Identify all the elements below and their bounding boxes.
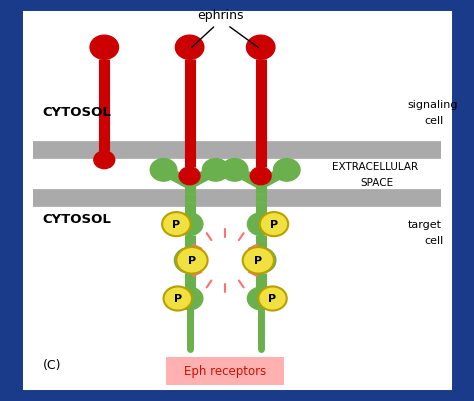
Circle shape (273, 159, 300, 182)
Text: (C): (C) (43, 358, 61, 371)
Text: CYTOSOL: CYTOSOL (43, 106, 111, 119)
Text: P: P (270, 220, 278, 229)
Circle shape (260, 213, 288, 237)
Text: target: target (408, 220, 442, 229)
Circle shape (94, 152, 115, 169)
Text: SPACE: SPACE (360, 177, 393, 187)
Text: signaling: signaling (408, 99, 458, 109)
Circle shape (246, 36, 275, 60)
Circle shape (221, 159, 248, 182)
Circle shape (247, 288, 274, 310)
Text: Eph receptors: Eph receptors (184, 365, 266, 377)
FancyBboxPatch shape (166, 357, 284, 385)
Text: ephrins: ephrins (197, 9, 244, 22)
Circle shape (176, 288, 203, 310)
Circle shape (250, 168, 271, 185)
Text: cell: cell (424, 236, 444, 245)
Text: P: P (268, 294, 277, 304)
Circle shape (175, 36, 204, 60)
Circle shape (174, 248, 205, 273)
Text: P: P (254, 256, 263, 265)
Text: EXTRACELLULAR: EXTRACELLULAR (332, 162, 418, 171)
Circle shape (176, 213, 203, 236)
Circle shape (176, 247, 208, 274)
Text: P: P (188, 256, 196, 265)
Circle shape (150, 159, 177, 182)
Text: cell: cell (424, 115, 444, 125)
Circle shape (243, 247, 274, 274)
Circle shape (164, 287, 192, 311)
Text: P: P (173, 294, 182, 304)
Circle shape (90, 36, 118, 60)
Circle shape (246, 248, 276, 273)
Circle shape (179, 168, 200, 185)
FancyBboxPatch shape (19, 8, 455, 393)
Circle shape (247, 213, 274, 236)
Text: CYTOSOL: CYTOSOL (43, 212, 111, 225)
Text: P: P (172, 220, 181, 229)
Circle shape (162, 213, 191, 237)
Circle shape (258, 287, 287, 311)
Circle shape (202, 159, 229, 182)
